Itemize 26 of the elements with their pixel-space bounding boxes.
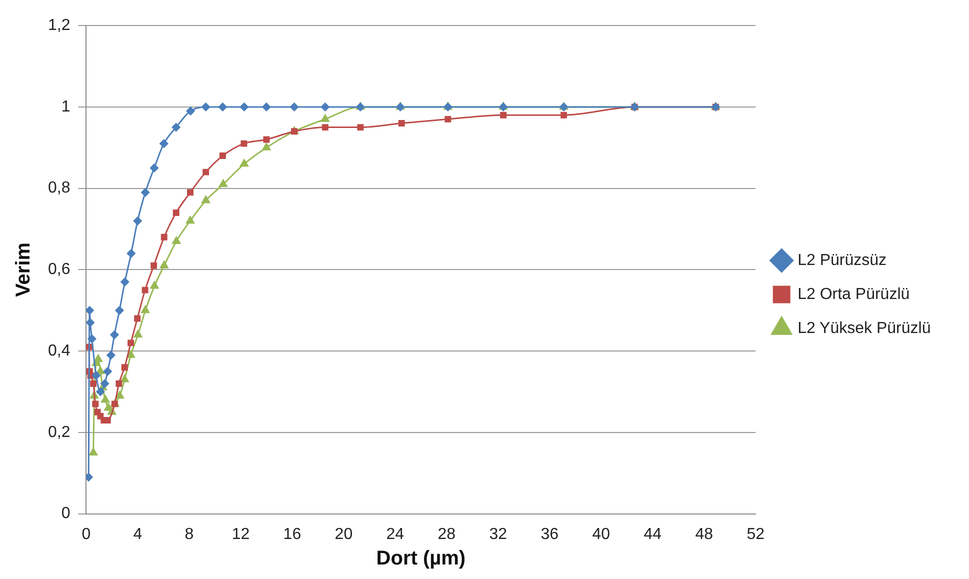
x-axis-title: Dort (µm) xyxy=(376,548,466,570)
legend-label: L2 Pürüzsüz xyxy=(798,252,887,269)
y-tick-label: 1,2 xyxy=(48,17,70,34)
x-tick-label: 8 xyxy=(184,526,194,543)
y-tick-label: 0,6 xyxy=(48,261,70,278)
x-tick-label: 32 xyxy=(489,526,508,543)
legend-label: L2 Orta Pürüzlü xyxy=(798,286,910,303)
legend-label: L2 Yüksek Pürüzlü xyxy=(798,320,931,337)
x-tick-label: 36 xyxy=(540,526,559,543)
x-tick-label: 28 xyxy=(438,526,456,543)
y-tick-label: 0,4 xyxy=(48,342,70,360)
y-tick-label: 0,2 xyxy=(48,424,70,441)
y-tick-label: 0 xyxy=(61,505,70,522)
x-tick-label: 40 xyxy=(592,526,610,543)
x-tick-label: 48 xyxy=(695,526,714,543)
y-tick-label: 1 xyxy=(61,98,70,116)
x-tick-label: 0 xyxy=(82,526,91,543)
x-tick-label: 44 xyxy=(644,526,662,543)
x-tick-label: 52 xyxy=(746,526,765,543)
y-tick-label: 0,8 xyxy=(48,180,70,197)
x-tick-label: 16 xyxy=(283,526,302,543)
x-tick-label: 24 xyxy=(386,526,404,543)
x-tick-label: 12 xyxy=(232,526,250,543)
x-tick-label: 20 xyxy=(334,526,353,543)
x-tick-label: 4 xyxy=(133,526,142,543)
y-axis-title: Verim xyxy=(12,242,35,297)
